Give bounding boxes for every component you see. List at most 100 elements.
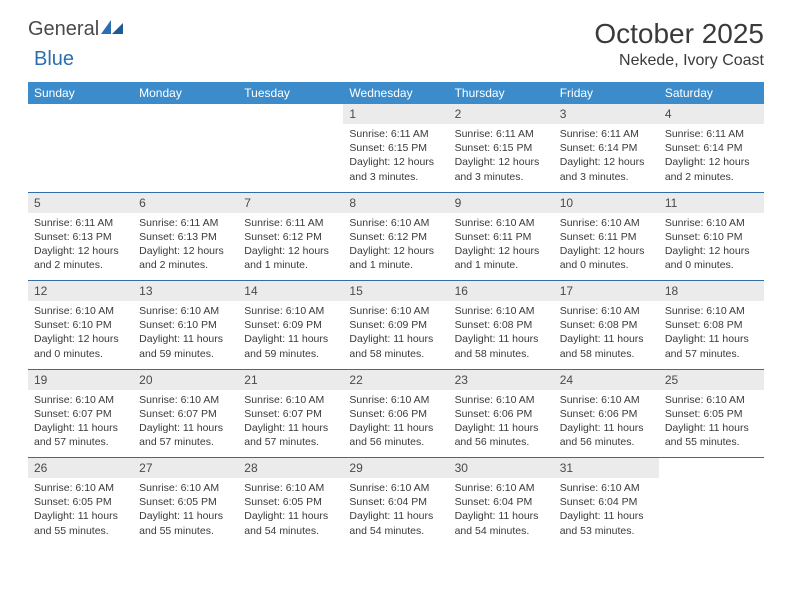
day-body: Sunrise: 6:10 AMSunset: 6:09 PMDaylight:…	[343, 301, 448, 364]
sunset-text: Sunset: 6:12 PM	[244, 230, 337, 244]
day-cell: 21Sunrise: 6:10 AMSunset: 6:07 PMDayligh…	[238, 370, 343, 458]
daylight-text: Daylight: 11 hours and 55 minutes.	[34, 509, 127, 537]
sunrise-text: Sunrise: 6:10 AM	[665, 216, 758, 230]
day-number: 16	[449, 281, 554, 301]
week-row: 1Sunrise: 6:11 AMSunset: 6:15 PMDaylight…	[28, 104, 764, 192]
sunset-text: Sunset: 6:09 PM	[244, 318, 337, 332]
day-number: 2	[449, 104, 554, 124]
brand-text-1: General	[28, 18, 99, 41]
day-cell: 29Sunrise: 6:10 AMSunset: 6:04 PMDayligh…	[343, 458, 448, 546]
day-body: Sunrise: 6:10 AMSunset: 6:04 PMDaylight:…	[449, 478, 554, 541]
day-number: 14	[238, 281, 343, 301]
dow-mon: Monday	[133, 82, 238, 104]
sunrise-text: Sunrise: 6:10 AM	[560, 216, 653, 230]
day-number: 27	[133, 458, 238, 478]
day-body: Sunrise: 6:10 AMSunset: 6:04 PMDaylight:…	[554, 478, 659, 541]
sunrise-text: Sunrise: 6:10 AM	[665, 304, 758, 318]
day-number: 3	[554, 104, 659, 124]
day-cell: 4Sunrise: 6:11 AMSunset: 6:14 PMDaylight…	[659, 104, 764, 192]
day-body: Sunrise: 6:11 AMSunset: 6:14 PMDaylight:…	[554, 124, 659, 187]
sunrise-text: Sunrise: 6:10 AM	[349, 216, 442, 230]
dow-fri: Friday	[554, 82, 659, 104]
week-row: 12Sunrise: 6:10 AMSunset: 6:10 PMDayligh…	[28, 281, 764, 369]
day-body: Sunrise: 6:10 AMSunset: 6:11 PMDaylight:…	[449, 213, 554, 276]
dow-tue: Tuesday	[238, 82, 343, 104]
week-row: 19Sunrise: 6:10 AMSunset: 6:07 PMDayligh…	[28, 370, 764, 458]
day-cell: 12Sunrise: 6:10 AMSunset: 6:10 PMDayligh…	[28, 281, 133, 369]
day-cell: 30Sunrise: 6:10 AMSunset: 6:04 PMDayligh…	[449, 458, 554, 546]
sunrise-text: Sunrise: 6:10 AM	[244, 304, 337, 318]
day-body: Sunrise: 6:10 AMSunset: 6:05 PMDaylight:…	[28, 478, 133, 541]
day-number: 25	[659, 370, 764, 390]
sunrise-text: Sunrise: 6:10 AM	[34, 481, 127, 495]
day-number: 7	[238, 193, 343, 213]
sunset-text: Sunset: 6:11 PM	[560, 230, 653, 244]
daylight-text: Daylight: 11 hours and 58 minutes.	[455, 332, 548, 360]
dow-wed: Wednesday	[343, 82, 448, 104]
day-body: Sunrise: 6:10 AMSunset: 6:08 PMDaylight:…	[659, 301, 764, 364]
day-number: 4	[659, 104, 764, 124]
sunrise-text: Sunrise: 6:10 AM	[665, 393, 758, 407]
day-body: Sunrise: 6:10 AMSunset: 6:12 PMDaylight:…	[343, 213, 448, 276]
sunset-text: Sunset: 6:07 PM	[244, 407, 337, 421]
day-cell: 7Sunrise: 6:11 AMSunset: 6:12 PMDaylight…	[238, 193, 343, 281]
dow-sat: Saturday	[659, 82, 764, 104]
day-cell: 31Sunrise: 6:10 AMSunset: 6:04 PMDayligh…	[554, 458, 659, 546]
sunrise-text: Sunrise: 6:10 AM	[244, 393, 337, 407]
day-cell: 23Sunrise: 6:10 AMSunset: 6:06 PMDayligh…	[449, 370, 554, 458]
day-cell: 28Sunrise: 6:10 AMSunset: 6:05 PMDayligh…	[238, 458, 343, 546]
daylight-text: Daylight: 12 hours and 1 minute.	[455, 244, 548, 272]
daylight-text: Daylight: 11 hours and 53 minutes.	[560, 509, 653, 537]
sunrise-text: Sunrise: 6:10 AM	[139, 304, 232, 318]
day-body: Sunrise: 6:11 AMSunset: 6:15 PMDaylight:…	[449, 124, 554, 187]
daylight-text: Daylight: 11 hours and 56 minutes.	[455, 421, 548, 449]
daylight-text: Daylight: 12 hours and 2 minutes.	[665, 155, 758, 183]
day-number: 13	[133, 281, 238, 301]
sunrise-text: Sunrise: 6:11 AM	[455, 127, 548, 141]
daylight-text: Daylight: 11 hours and 54 minutes.	[455, 509, 548, 537]
day-cell: 20Sunrise: 6:10 AMSunset: 6:07 PMDayligh…	[133, 370, 238, 458]
day-body: Sunrise: 6:10 AMSunset: 6:07 PMDaylight:…	[133, 390, 238, 453]
sunrise-text: Sunrise: 6:10 AM	[34, 393, 127, 407]
sunrise-text: Sunrise: 6:10 AM	[455, 481, 548, 495]
daylight-text: Daylight: 11 hours and 58 minutes.	[560, 332, 653, 360]
day-number: 31	[554, 458, 659, 478]
sunrise-text: Sunrise: 6:10 AM	[244, 481, 337, 495]
day-body: Sunrise: 6:10 AMSunset: 6:05 PMDaylight:…	[659, 390, 764, 453]
sunset-text: Sunset: 6:10 PM	[139, 318, 232, 332]
day-number: 30	[449, 458, 554, 478]
brand-logo: General	[28, 18, 125, 41]
header: General October 2025 Nekede, Ivory Coast	[0, 0, 792, 76]
day-number: 24	[554, 370, 659, 390]
sunset-text: Sunset: 6:05 PM	[244, 495, 337, 509]
day-number: 17	[554, 281, 659, 301]
brand-sail-icon	[101, 20, 123, 36]
day-cell: 13Sunrise: 6:10 AMSunset: 6:10 PMDayligh…	[133, 281, 238, 369]
day-body: Sunrise: 6:10 AMSunset: 6:09 PMDaylight:…	[238, 301, 343, 364]
sunset-text: Sunset: 6:09 PM	[349, 318, 442, 332]
week-row: 26Sunrise: 6:10 AMSunset: 6:05 PMDayligh…	[28, 458, 764, 546]
day-number: 26	[28, 458, 133, 478]
day-body: Sunrise: 6:11 AMSunset: 6:12 PMDaylight:…	[238, 213, 343, 276]
daylight-text: Daylight: 11 hours and 56 minutes.	[349, 421, 442, 449]
day-cell: 15Sunrise: 6:10 AMSunset: 6:09 PMDayligh…	[343, 281, 448, 369]
title-block: October 2025 Nekede, Ivory Coast	[594, 18, 764, 70]
brand-text-2-wrap: Blue	[34, 48, 74, 71]
sunrise-text: Sunrise: 6:11 AM	[34, 216, 127, 230]
day-cell	[133, 104, 238, 192]
daylight-text: Daylight: 11 hours and 54 minutes.	[349, 509, 442, 537]
daylight-text: Daylight: 12 hours and 3 minutes.	[560, 155, 653, 183]
sunrise-text: Sunrise: 6:11 AM	[349, 127, 442, 141]
day-number: 5	[28, 193, 133, 213]
day-cell: 26Sunrise: 6:10 AMSunset: 6:05 PMDayligh…	[28, 458, 133, 546]
day-cell: 14Sunrise: 6:10 AMSunset: 6:09 PMDayligh…	[238, 281, 343, 369]
sunset-text: Sunset: 6:14 PM	[665, 141, 758, 155]
day-cell: 1Sunrise: 6:11 AMSunset: 6:15 PMDaylight…	[343, 104, 448, 192]
sunset-text: Sunset: 6:07 PM	[34, 407, 127, 421]
day-cell: 16Sunrise: 6:10 AMSunset: 6:08 PMDayligh…	[449, 281, 554, 369]
day-cell: 3Sunrise: 6:11 AMSunset: 6:14 PMDaylight…	[554, 104, 659, 192]
day-number: 12	[28, 281, 133, 301]
day-cell: 8Sunrise: 6:10 AMSunset: 6:12 PMDaylight…	[343, 193, 448, 281]
daylight-text: Daylight: 11 hours and 57 minutes.	[665, 332, 758, 360]
day-number: 20	[133, 370, 238, 390]
